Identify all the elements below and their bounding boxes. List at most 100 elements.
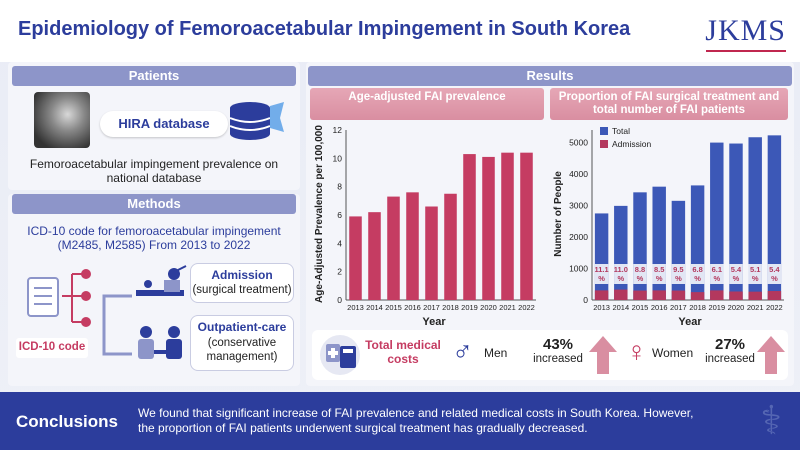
chart2-percent-label: 11.0: [614, 265, 628, 274]
legend-admission-label: Admission: [612, 139, 651, 149]
chart2-xtick-label: 2021: [747, 303, 764, 312]
chart1-ytick-label: 0: [337, 295, 342, 305]
chart2-label-bg: [767, 264, 782, 284]
chart2-percent-label: 5.4: [769, 265, 780, 274]
surgery-icon: [136, 265, 187, 296]
chart2-label-bg: [690, 264, 705, 284]
legend-admission-swatch: [600, 140, 608, 148]
chart2-heading: Proportion of FAI surgical treatment and…: [550, 88, 788, 120]
chart2-ytick-label: 0: [583, 295, 588, 305]
chart2-xtick-label: 2017: [670, 303, 687, 312]
patients-heading: Patients: [12, 66, 296, 86]
chart1-bar: [368, 212, 381, 300]
chart2-admission-bar: [594, 290, 609, 300]
chart1-ytick-label: 4: [337, 238, 342, 248]
chart2-xtick-label: 2019: [708, 303, 725, 312]
chart2-admission-bar: [710, 290, 724, 300]
chart1-bar: [406, 192, 419, 300]
chart2-ytick-label: 5000: [569, 138, 588, 148]
chart2-percent-sign: %: [675, 274, 682, 283]
men-percent: 43%: [542, 336, 574, 353]
costs-label: Total medical costs: [365, 338, 441, 366]
chart2-label-bg: [633, 264, 647, 284]
chart1-bar: [425, 206, 438, 300]
chart2-admission-bar: [748, 291, 762, 300]
methods-heading: Methods: [12, 194, 296, 214]
hira-db-label: HIRA database: [118, 116, 210, 131]
database-icon: [229, 102, 284, 140]
chart2-xtick-label: 2014: [612, 303, 629, 312]
chart2-label-bg: [748, 264, 762, 284]
chart1-ylabel: Age-Adjusted Prevalence per 100,000: [314, 125, 325, 303]
chart2-percent-label: 6.1: [712, 265, 722, 274]
chart1-bar: [387, 196, 400, 300]
women-increase-arrow-icon: [757, 336, 785, 374]
chart1-bar: [444, 193, 457, 300]
chart1-xtick-label: 2018: [442, 303, 459, 312]
men-label: Men: [484, 346, 508, 360]
outpatient-box: [190, 315, 294, 371]
patients-description: Femoroacetabular impingement prevalence …: [29, 157, 279, 185]
chart2-total-bar: [671, 200, 686, 300]
conclusions-banner: Conclusions We found that significant in…: [0, 392, 800, 450]
chart2-percent-sign: %: [771, 274, 778, 283]
women-label: Women: [652, 346, 694, 360]
chart2-percent-label: 8.8: [635, 265, 645, 274]
chart2-percent-label: 8.5: [654, 265, 664, 274]
chart2-total-bar: [748, 137, 762, 300]
chart2-ytick-label: 4000: [569, 169, 588, 179]
chart2-xtick-label: 2022: [766, 303, 783, 312]
chart2-admission-bar: [767, 291, 782, 300]
chart2-percent-sign: %: [733, 274, 740, 283]
chart2-percent-sign: %: [598, 274, 605, 283]
chart1-bar: [520, 152, 533, 300]
chart2-total-bar: [614, 205, 628, 300]
chart1-ytick-label: 2: [337, 267, 342, 277]
chart2-total-bar: [729, 143, 743, 300]
chart1-xtick-label: 2015: [385, 303, 402, 312]
chart2-label-bg: [729, 264, 743, 284]
chart2-label-bg: [594, 264, 609, 284]
chart1-xtick-label: 2022: [518, 303, 535, 312]
admission-box: [190, 263, 294, 303]
chart2-ylabel: Number of People: [553, 171, 564, 257]
admission-title: Admission: [211, 268, 273, 282]
chart2-percent-label: 5.4: [731, 265, 742, 274]
icd-description: ICD-10 code for femoroacetabular impinge…: [27, 224, 281, 252]
results-heading: Results: [308, 66, 792, 86]
chart1-xtick-label: 2013: [347, 303, 364, 312]
chart2-label-bg: [671, 264, 686, 284]
chart1-xtick-label: 2014: [366, 303, 383, 312]
chart2-admission-bar: [729, 291, 743, 300]
conclusions-text: We found that significant increase of FA…: [138, 406, 694, 435]
chart2-admission-bar: [690, 292, 705, 300]
chart1-bar: [501, 152, 514, 300]
chart2-total-bar: [710, 142, 724, 300]
chart2-label-bg: [614, 264, 628, 284]
chart2-percent-sign: %: [713, 274, 720, 283]
icd-code-box: [16, 338, 88, 358]
chart1-xtick-label: 2016: [404, 303, 421, 312]
chart2-ytick-label: 1000: [569, 264, 588, 274]
chart2-ytick-label: 2000: [569, 232, 588, 242]
chart2-xtick-label: 2018: [689, 303, 706, 312]
fai-patients-chart: 0 1000 2000 3000 4000 5000 11.1% 2013 11.0% 2014 8…: [553, 126, 784, 328]
caduceus-icon: ⚕: [760, 399, 782, 443]
chart2-xtick-label: 2015: [632, 303, 649, 312]
chart1-ytick-label: 6: [337, 210, 342, 220]
men-increase-arrow-icon: [589, 336, 617, 374]
page-title: Epidemiology of Femoroacetabular Impinge…: [18, 18, 631, 40]
chart2-xlabel: Year: [678, 316, 702, 328]
chart1-xtick-label: 2019: [461, 303, 478, 312]
chart1-bar: [482, 156, 495, 300]
chart2-admission-bar: [633, 290, 647, 300]
chart2-total-bar: [767, 135, 782, 300]
chart1-xtick-label: 2020: [480, 303, 497, 312]
men-increased: increased: [533, 353, 583, 365]
chart2-total-bar: [594, 213, 609, 300]
chart2-xtick-label: 2020: [728, 303, 745, 312]
medical-costs-icon: [320, 335, 360, 375]
chart1-ytick-label: 12: [333, 125, 343, 135]
admission-subtitle: (surgical treatment): [192, 284, 292, 296]
